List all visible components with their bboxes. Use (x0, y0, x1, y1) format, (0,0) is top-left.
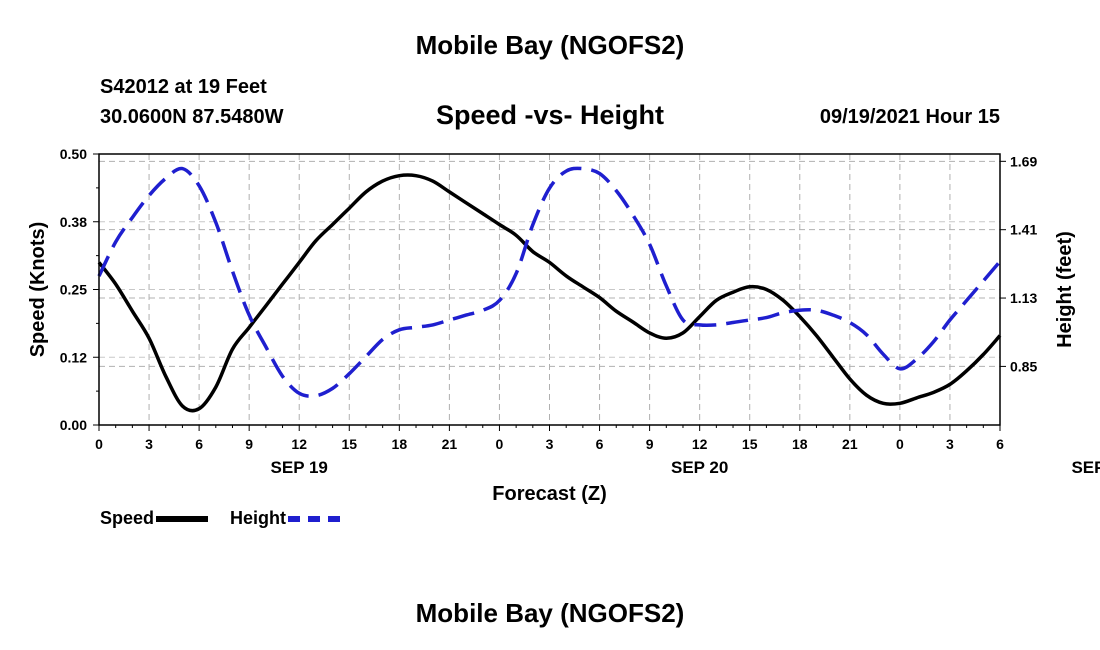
y-right-tick-label: 1.13 (1010, 290, 1037, 306)
axis-layer: 0 3 6 9 12 15 18 21 0 3 6 9 12 15 18 21 0 3 6 SEP 19 SEP 20 S… (27, 146, 1100, 505)
station-label: S42012 at 19 Feet (100, 76, 267, 98)
x-tick-label: 15 (341, 436, 357, 452)
x-tick-label: 0 (896, 436, 904, 452)
x-tick-label: 0 (95, 436, 103, 452)
y-left-tick-label: 0.38 (60, 214, 87, 230)
x-tick-label: 21 (442, 436, 458, 452)
y-left-tick-label: 0.00 (60, 417, 87, 433)
x-tick-label: 12 (692, 436, 708, 452)
x-tick-label: 3 (145, 436, 153, 452)
y-right-tick-label: 1.69 (1010, 153, 1037, 169)
legend-speed-label: Speed (100, 508, 155, 528)
y-left-tick-label: 0.25 (60, 282, 87, 298)
series-line-height (97, 166, 1002, 398)
x-tick-label: 9 (245, 436, 253, 452)
x-tick-label: 12 (291, 436, 307, 452)
y-left-tick-label: 0.12 (60, 349, 87, 365)
footer-title: Mobile Bay (NGOFS2) (415, 598, 685, 628)
date-label: SEP 19 (271, 458, 328, 477)
x-tick-label: 9 (646, 436, 654, 452)
timestamp-label: 09/19/2021 Hour 15 (819, 106, 1000, 128)
chart-subtitle: Speed -vs- Height (435, 100, 665, 130)
y-right-tick-label: 0.85 (1010, 358, 1037, 374)
y-right-tick-label: 1.41 (1010, 222, 1037, 238)
date-label: SEP 20 (671, 458, 728, 477)
x-tick-label: 18 (392, 436, 408, 452)
legend-item-height: Height (230, 508, 340, 529)
series-line-speed (97, 173, 1002, 413)
y-left-tick-label: 0.50 (60, 146, 87, 162)
legend-height-swatch (288, 516, 340, 523)
x-tick-label: 21 (842, 436, 858, 452)
x-tick-label: 18 (792, 436, 808, 452)
coordinates-label: 30.0600N 87.5480W (100, 106, 284, 128)
series-layer (97, 166, 1002, 413)
x-tick-label: 0 (496, 436, 504, 452)
grid-layer (99, 154, 1000, 425)
x-tick-label: 6 (195, 436, 203, 452)
y-right-axis-label: Height (feet) (1054, 231, 1076, 348)
date-label: SEP 21 (1071, 458, 1100, 477)
legend-speed-swatch (156, 516, 209, 523)
x-axis-label: Forecast (Z) (492, 483, 606, 505)
legend-height-label: Height (230, 508, 286, 528)
x-tick-label: 6 (596, 436, 604, 452)
legend-item-speed: Speed (100, 508, 209, 529)
x-tick-label: 3 (946, 436, 954, 452)
y-left-axis-label: Speed (Knots) (27, 222, 49, 358)
x-tick-label: 6 (996, 436, 1004, 452)
x-tick-label: 15 (742, 436, 758, 452)
x-tick-label: 3 (546, 436, 554, 452)
page-title: Mobile Bay (NGOFS2) (415, 30, 685, 60)
